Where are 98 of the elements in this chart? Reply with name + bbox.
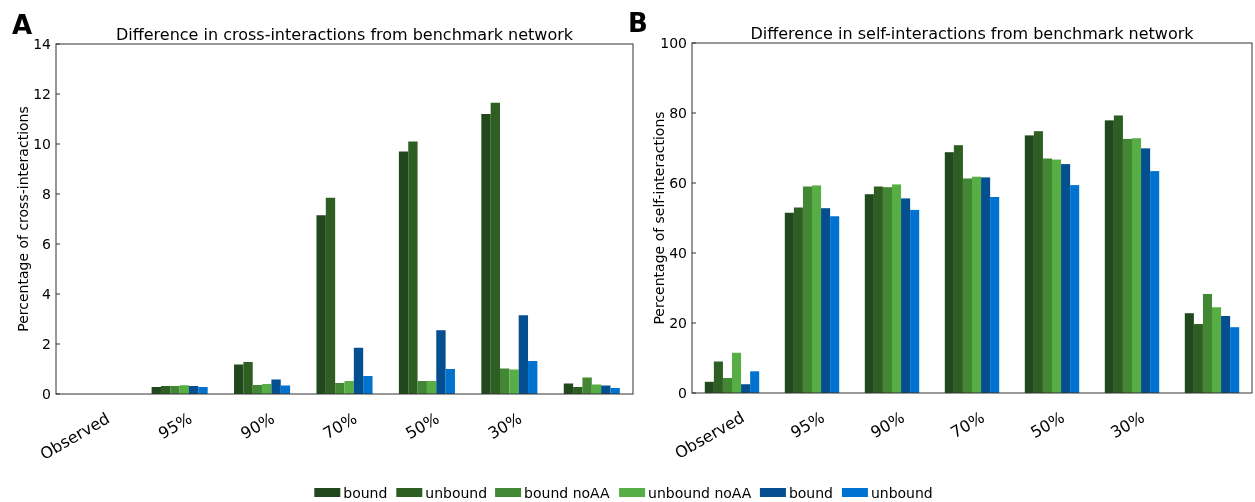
bar [793,207,803,393]
x-tick-label: 30% [484,408,525,443]
bar [445,369,455,394]
bar [972,176,982,393]
y-tick-label: 10 [33,135,51,152]
bar [1212,307,1222,393]
y-tick-label: 60 [669,174,687,191]
bar [812,185,822,393]
bar [953,145,963,393]
bar [1070,185,1080,393]
bar [713,361,723,393]
bar [1122,138,1132,393]
y-axis-title: Percentage of cross-interactions [15,106,31,332]
bar [335,383,345,394]
bar [1221,316,1231,393]
bar [363,376,373,394]
bar [243,362,253,394]
bar [892,184,902,393]
bar [1052,159,1062,393]
y-tick-label: 100 [660,34,687,51]
chart-title: Difference in self-interactions from benchmark network [750,24,1195,43]
bar [910,209,920,393]
bar [750,371,760,393]
legend-label: bound [343,484,388,501]
y-tick-label: 2 [42,335,51,352]
bar [353,347,364,394]
x-tick-label: 95% [787,407,828,442]
bar [316,215,326,394]
y-tick-label: 20 [669,314,687,331]
chart-title: Difference in cross-interactions from benchmark network [115,25,574,44]
x-tick-label: 30% [1107,407,1148,442]
bar [1024,135,1034,393]
bar [802,186,812,393]
bar [490,102,501,394]
bar [1033,131,1043,393]
y-tick-label: 14 [33,35,52,52]
bar [198,387,208,394]
bar [518,315,529,394]
y-tick-label: 0 [678,384,687,401]
legend-label: unbound [870,484,933,501]
bar [271,379,281,394]
bar [528,361,538,394]
bar [873,186,883,393]
bar [830,216,840,393]
y-tick-label: 80 [669,104,687,121]
bar [1193,324,1203,393]
bar [1042,158,1052,393]
bar [1184,313,1194,393]
bar [1202,293,1212,393]
bar [864,194,874,393]
x-tick-label: 90% [237,408,278,443]
y-axis-title: Percentage of self-interactions [651,111,667,325]
legend-label: unbound noAA [648,484,752,501]
bar [1113,115,1123,393]
legend-label: bound [788,484,833,501]
bar [1141,148,1151,393]
bar [722,377,732,393]
bar [882,187,892,393]
text: B [628,8,648,38]
bar [990,197,1000,393]
bar [582,377,592,394]
bar [741,384,751,393]
bar [408,141,418,394]
bar [500,368,510,394]
x-tick-label: 70% [319,408,361,443]
bar [436,330,446,394]
bar [398,151,409,394]
legend-label: bound noAA [524,484,611,501]
legend-label: unbound [425,484,488,501]
bar [1150,171,1160,393]
bar [509,369,519,394]
x-tick-label: 50% [1027,407,1068,442]
bar [821,208,831,393]
x-tick-label: 70% [947,407,988,442]
bar [1104,120,1114,393]
bar [1230,327,1240,393]
x-tick-label: 50% [402,408,443,443]
y-tick-label: 0 [42,385,51,402]
bar [481,114,491,394]
bar [784,212,794,393]
bar [944,152,954,393]
x-tick-label: 95% [154,408,196,443]
y-tick-label: 8 [42,185,51,202]
y-tick-label: 4 [42,285,52,302]
bar [234,364,244,394]
x-tick-label: 90% [867,407,908,442]
bar [981,177,991,393]
bar [170,386,180,394]
bar [732,352,742,393]
y-tick-label: 6 [42,235,52,252]
bar [325,197,336,394]
bar [962,178,972,393]
y-tick-label: 12 [33,85,51,102]
bar [1061,164,1071,393]
y-tick-label: 40 [669,244,687,261]
text: A [12,10,33,40]
bar [1132,138,1142,393]
bar [901,198,911,393]
